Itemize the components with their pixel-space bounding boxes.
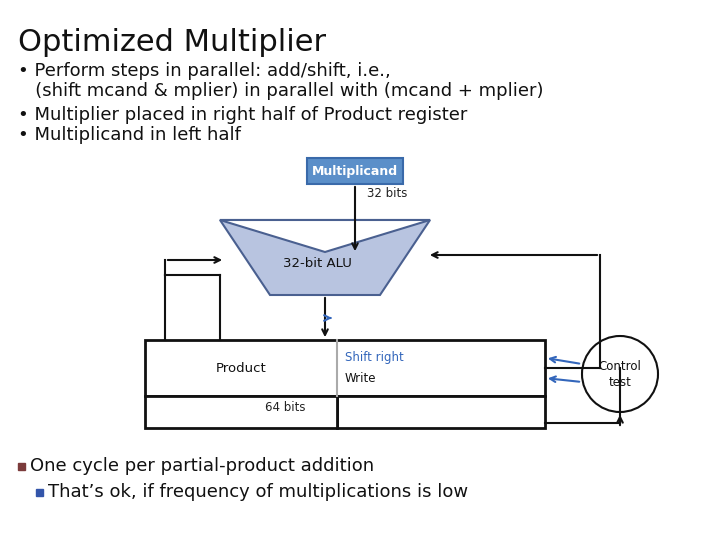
Bar (18, 462, 25, 469)
Bar (145, 340, 545, 396)
Text: That’s ok, if frequency of multiplications is low: That’s ok, if frequency of multiplicatio… (48, 483, 468, 501)
FancyBboxPatch shape (307, 158, 403, 184)
Text: 32-bit ALU: 32-bit ALU (282, 257, 351, 270)
Text: test: test (608, 376, 631, 389)
Text: (shift mcand & mplier) in parallel with (mcand + mplier): (shift mcand & mplier) in parallel with … (18, 82, 544, 100)
Text: 32 bits: 32 bits (367, 187, 408, 200)
Bar (36, 489, 43, 496)
Bar (145, 396, 337, 428)
Text: • Multiplier placed in right half of Product register: • Multiplier placed in right half of Pro… (18, 106, 467, 124)
Text: Multiplicand: Multiplicand (312, 165, 398, 178)
Text: • Multiplicand in left half: • Multiplicand in left half (18, 126, 241, 144)
Text: Control: Control (598, 360, 642, 373)
Text: One cycle per partial-product addition: One cycle per partial-product addition (30, 457, 374, 475)
Text: 64 bits: 64 bits (265, 401, 305, 414)
Circle shape (582, 336, 658, 412)
Text: • Perform steps in parallel: add/shift, i.e.,: • Perform steps in parallel: add/shift, … (18, 62, 391, 80)
Text: Optimized Multiplier: Optimized Multiplier (18, 28, 326, 57)
Text: Shift right: Shift right (345, 352, 404, 365)
Polygon shape (220, 220, 430, 295)
Bar (337, 396, 545, 428)
Text: Product: Product (215, 361, 266, 375)
Text: Write: Write (345, 372, 377, 384)
Polygon shape (220, 220, 430, 252)
